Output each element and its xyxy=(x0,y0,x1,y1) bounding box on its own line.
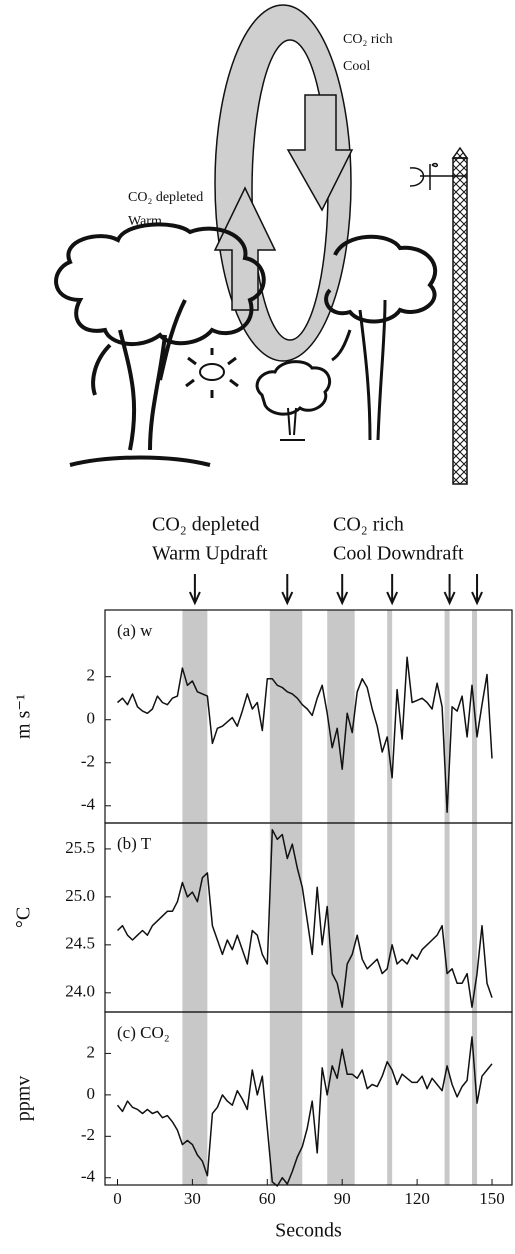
y-tick-label: -2 xyxy=(81,1125,95,1144)
y-tick-label: 2 xyxy=(87,666,96,685)
y-tick-label: -2 xyxy=(81,752,95,771)
annotation-arrow xyxy=(281,574,294,606)
y-axis-label: ppmv xyxy=(13,1076,35,1122)
panel-label: (c) CO₂ xyxy=(117,1023,170,1042)
x-tick-label: 0 xyxy=(113,1189,122,1208)
panel-frame xyxy=(104,822,513,1013)
y-tick-label: 2 xyxy=(87,1042,96,1061)
y-tick-label: 0 xyxy=(87,709,96,728)
data-line xyxy=(116,828,493,1008)
illustration-label: CO₂ rich xyxy=(343,32,393,47)
panel-label: (b) T xyxy=(117,834,152,853)
y-tick-label: -4 xyxy=(81,1167,96,1186)
panel-label: (a) w xyxy=(117,621,153,640)
y-tick-label: 25.5 xyxy=(65,838,95,857)
data-line xyxy=(116,1036,493,1187)
y-tick-label: 24.0 xyxy=(65,982,95,1001)
annotation-arrow xyxy=(443,574,456,606)
y-axis-label: °C xyxy=(13,907,35,928)
highlight-band xyxy=(472,610,478,1185)
annotation: CO₂ depleted xyxy=(152,514,260,536)
annotation: Warm Updraft xyxy=(152,543,268,565)
data-line xyxy=(117,656,493,813)
x-tick-label: 60 xyxy=(259,1189,276,1208)
illustration-label: CO₂ depleted xyxy=(128,190,203,205)
highlight-band xyxy=(444,610,450,1185)
y-axis-label: m s⁻¹ xyxy=(13,694,35,739)
annotation-arrow xyxy=(188,574,201,606)
illustration: CO₂ rich Cool CO₂ depleted Warm xyxy=(54,4,469,485)
annotation-arrow xyxy=(386,574,399,606)
panel-frame xyxy=(104,1011,513,1186)
annotation: Cool Downdraft xyxy=(333,543,464,565)
y-tick-label: -4 xyxy=(81,795,96,814)
x-axis-label: Seconds xyxy=(275,1220,342,1242)
y-tick-label: 24.5 xyxy=(65,934,95,953)
annotation-arrow xyxy=(336,574,349,606)
highlight-band xyxy=(327,610,355,1185)
x-tick-label: 120 xyxy=(404,1189,430,1208)
x-tick-label: 150 xyxy=(479,1189,505,1208)
highlight-band xyxy=(387,610,393,1185)
annotation-arrow xyxy=(471,574,483,606)
y-tick-label: 0 xyxy=(87,1084,96,1103)
x-tick-label: 90 xyxy=(334,1189,351,1208)
x-tick-label: 30 xyxy=(184,1189,201,1208)
illustration-label: Warm xyxy=(128,214,162,229)
highlight-band xyxy=(269,610,303,1185)
y-tick-label: 25.0 xyxy=(65,886,95,905)
illustration-label: Cool xyxy=(343,59,370,74)
annotation: CO₂ rich xyxy=(333,514,404,536)
